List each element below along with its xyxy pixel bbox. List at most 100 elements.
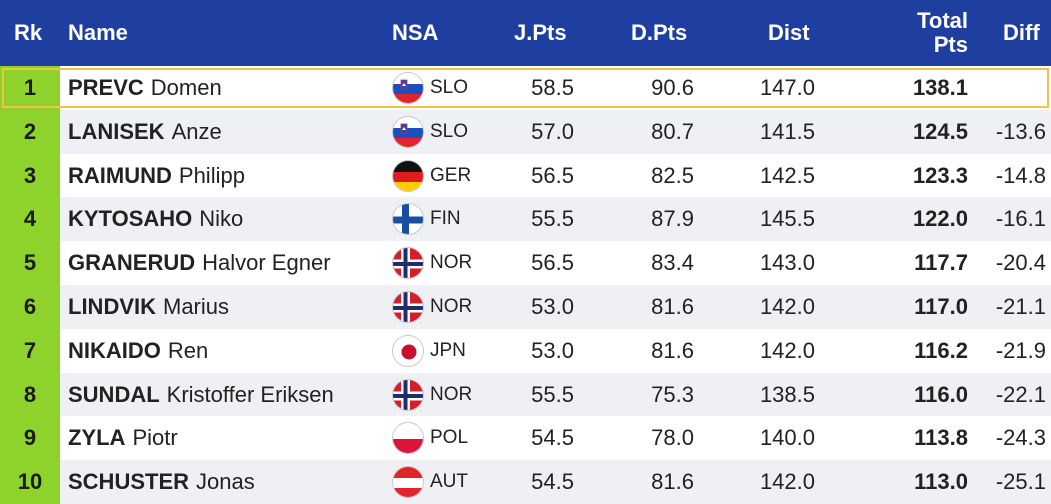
distance: 142.0: [759, 469, 815, 495]
table-row[interactable]: 7 NIKAIDO Ren JPN 53.0 81.6 142.0 116.2 …: [0, 328, 1051, 373]
norway-flag-icon: [392, 291, 424, 323]
diff-value: -22.1: [995, 381, 1046, 407]
header-diff[interactable]: Diff: [1003, 20, 1040, 45]
athlete-last-name: RAIMUND: [68, 162, 172, 188]
athlete-first-name: Niko: [199, 206, 244, 232]
athlete-name[interactable]: KYTOSAHO Niko: [68, 197, 243, 241]
table-row[interactable]: 4 KYTOSAHO Niko FIN 55.5 87.9 145.5 122.…: [0, 197, 1051, 242]
athlete-first-name: Piotr: [132, 425, 178, 451]
header-dpts[interactable]: D.Pts: [631, 20, 688, 45]
distance-points: 80.7: [651, 118, 694, 144]
nsa-code: GER: [430, 164, 472, 186]
jump-points: 58.5: [531, 75, 574, 100]
athlete-name[interactable]: SUNDAL Kristoffer Eriksen: [68, 373, 334, 417]
rank-cell: 7: [0, 328, 60, 373]
finland-flag-icon: [392, 203, 424, 236]
rank-cell: 8: [0, 372, 60, 417]
distance: 142.0: [759, 337, 815, 363]
total-points: 116.0: [914, 381, 968, 407]
total-points: 113.8: [914, 425, 968, 451]
header-total-pts[interactable]: Total Pts: [880, 0, 968, 66]
total-points: 116.2: [914, 337, 968, 363]
total-points: 113.0: [914, 469, 968, 495]
distance: 140.0: [759, 425, 815, 451]
athlete-name[interactable]: NIKAIDO Ren: [68, 329, 208, 373]
athlete-last-name: KYTOSAHO: [68, 206, 193, 232]
rank-cell: 2: [0, 109, 60, 154]
rank-cell: 5: [0, 241, 60, 286]
table-row[interactable]: 9 ZYLA Piotr POL 54.5 78.0 140.0 113.8 -…: [0, 416, 1051, 461]
nsa-code: POL: [430, 427, 469, 449]
jump-points: 56.5: [531, 162, 574, 188]
athlete-name[interactable]: LINDVIK Marius: [68, 285, 229, 329]
athlete-first-name: Domen: [150, 75, 222, 100]
table-row[interactable]: 5 GRANERUD Halvor Egner NOR 56.5 83.4 14…: [0, 241, 1051, 286]
diff-value: -25.1: [995, 469, 1046, 495]
athlete-name[interactable]: SCHUSTER Jonas: [68, 460, 255, 504]
table-header: Rk Name NSA J.Pts D.Pts Dist Total Pts Di…: [0, 0, 1051, 66]
distance: 142.5: [759, 162, 815, 188]
athlete-name[interactable]: PREVC Domen: [68, 66, 222, 110]
nsa-code: NOR: [430, 383, 473, 405]
distance: 142.0: [759, 294, 815, 319]
athlete-name[interactable]: RAIMUND Philipp: [68, 154, 245, 198]
total-points: 138.1: [912, 75, 968, 100]
table-row[interactable]: 6 LINDVIK Marius NOR 53.0 81.6 142.0 117…: [0, 285, 1051, 329]
athlete-first-name: Anze: [171, 118, 222, 144]
rank-cell: 3: [0, 153, 60, 198]
header-jpts[interactable]: J.Pts: [514, 20, 567, 45]
athlete-last-name: LINDVIK: [68, 294, 156, 319]
diff-value: -16.1: [995, 206, 1046, 232]
distance-points: 81.6: [651, 469, 694, 495]
athlete-name[interactable]: LANISEK Anze: [68, 110, 222, 154]
header-dist[interactable]: Dist: [768, 20, 810, 45]
table-row[interactable]: 1 PREVC Domen SLO 58.5 90.6 147.0 138.1: [0, 66, 1051, 110]
table-row[interactable]: 3 RAIMUND Philipp GER 56.5 82.5 142.5 12…: [0, 153, 1051, 198]
distance-points: 78.0: [651, 425, 694, 451]
diff-value: -13.6: [995, 118, 1046, 144]
total-points: 124.5: [912, 118, 968, 144]
header-nsa[interactable]: NSA: [392, 20, 439, 45]
jump-points: 53.0: [531, 294, 574, 319]
athlete-first-name: Kristoffer Eriksen: [166, 381, 334, 407]
table-row[interactable]: 2 LANISEK Anze SLO 57.0 80.7 141.5 124.5…: [0, 109, 1051, 154]
distance-points: 75.3: [651, 381, 694, 407]
distance-points: 81.6: [651, 294, 694, 319]
jump-points: 55.5: [531, 206, 574, 232]
table-row[interactable]: 8 SUNDAL Kristoffer Eriksen NOR 55.5 75.…: [0, 372, 1051, 417]
total-points: 117.7: [914, 250, 968, 276]
nsa-code: AUT: [430, 471, 468, 493]
total-points: 117.0: [914, 294, 968, 319]
norway-flag-icon: [392, 247, 424, 280]
nsa-code: JPN: [430, 339, 466, 361]
rank-cell: 10: [0, 460, 60, 504]
athlete-name[interactable]: GRANERUD Halvor Egner: [68, 241, 331, 285]
rank-cell: 4: [0, 197, 60, 242]
athlete-last-name: SCHUSTER: [68, 469, 190, 495]
jump-points: 55.5: [531, 381, 574, 407]
distance: 141.5: [759, 118, 815, 144]
nsa-code: NOR: [430, 296, 473, 317]
athlete-last-name: SUNDAL: [68, 381, 160, 407]
distance-points: 87.9: [651, 206, 694, 232]
distance-points: 83.4: [651, 250, 694, 276]
athlete-last-name: PREVC: [68, 75, 144, 100]
jump-points: 54.5: [531, 425, 574, 451]
norway-flag-icon: [392, 378, 424, 411]
germany-flag-icon: [392, 159, 424, 192]
athlete-first-name: Marius: [163, 294, 230, 319]
athlete-last-name: NIKAIDO: [68, 337, 161, 363]
athlete-last-name: LANISEK: [68, 118, 165, 144]
table-row[interactable]: 10 SCHUSTER Jonas AUT 54.5 81.6 142.0 11…: [0, 460, 1051, 504]
header-total-line1: Total: [917, 8, 968, 33]
header-total-line2: Pts: [933, 32, 968, 57]
nsa-code: FIN: [430, 208, 461, 230]
header-name[interactable]: Name: [68, 20, 128, 45]
diff-value: -21.9: [995, 337, 1046, 363]
distance: 138.5: [759, 381, 815, 407]
nsa-code: SLO: [430, 120, 469, 142]
distance: 143.0: [759, 250, 815, 276]
header-rk[interactable]: Rk: [14, 20, 43, 45]
athlete-name[interactable]: ZYLA Piotr: [68, 416, 178, 460]
